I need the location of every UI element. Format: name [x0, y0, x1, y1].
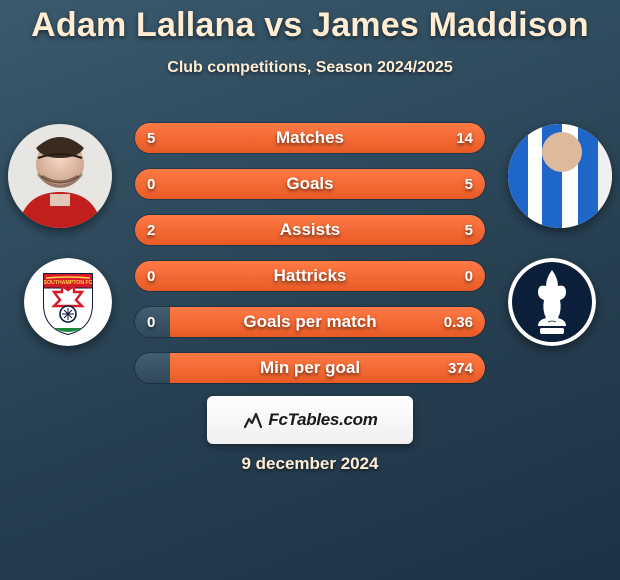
brand-box: FcTables.com — [207, 396, 413, 444]
stat-bar: 00.36Goals per match — [134, 306, 486, 338]
stat-bar: 374Min per goal — [134, 352, 486, 384]
brand-logo-icon — [242, 409, 264, 431]
player-right-avatar — [508, 124, 612, 228]
stat-bar: 05Goals — [134, 168, 486, 200]
stat-bar: 25Assists — [134, 214, 486, 246]
club-left-crest: SOUTHAMPTON FC — [24, 258, 112, 346]
stat-bars: 514Matches 05Goals 25Assists 00Hattricks 00.… — [134, 122, 486, 384]
brand-text: FcTables.com — [268, 410, 377, 430]
svg-text:SOUTHAMPTON FC: SOUTHAMPTON FC — [44, 280, 93, 286]
page-subtitle: Club competitions, Season 2024/2025 — [0, 59, 620, 77]
date-text: 9 december 2024 — [0, 454, 620, 474]
player-left-avatar — [8, 124, 112, 228]
stat-bar: 514Matches — [134, 122, 486, 154]
page-title: Adam Lallana vs James Maddison — [0, 0, 620, 45]
club-right-crest — [508, 258, 596, 346]
stat-bar: 00Hattricks — [134, 260, 486, 292]
